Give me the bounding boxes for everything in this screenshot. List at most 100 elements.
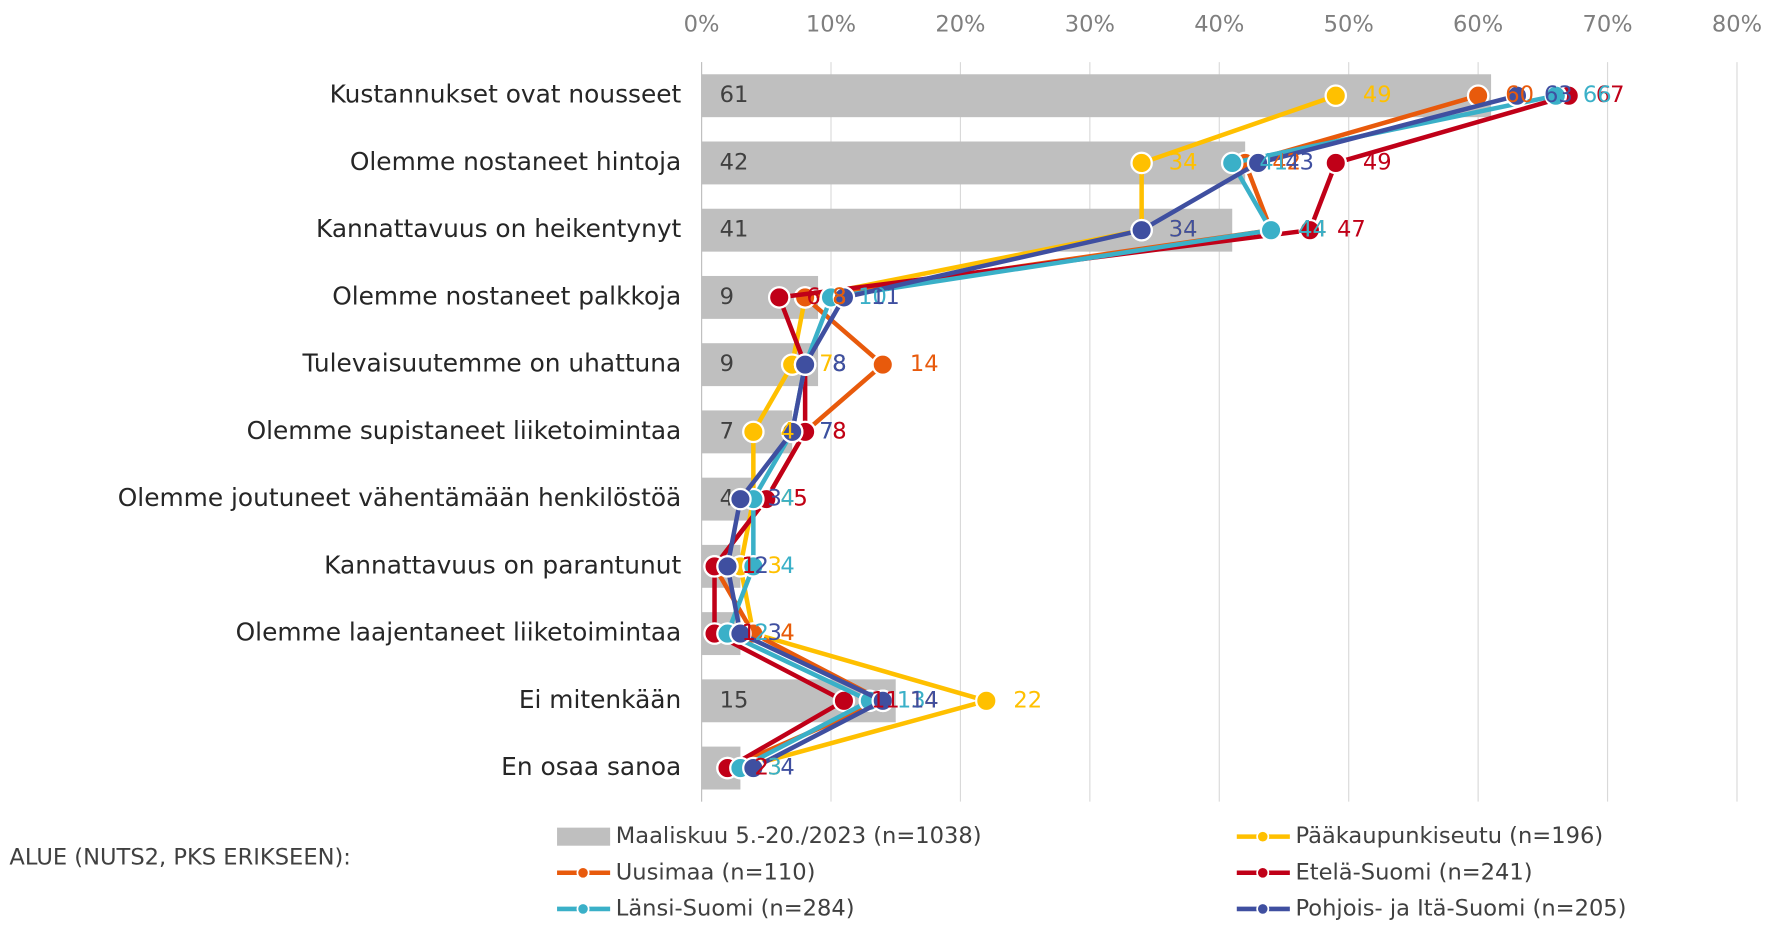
data-label: 41 xyxy=(1259,149,1288,175)
category-label: Olemme nostaneet hintoja xyxy=(350,147,681,176)
bar xyxy=(701,141,1246,185)
data-label: 10 xyxy=(858,284,887,310)
category-label: Olemme supistaneet liiketoimintaa xyxy=(247,416,682,445)
x-tick-label: 0% xyxy=(684,11,720,37)
data-label: 44 xyxy=(1298,217,1327,243)
data-label: 34 xyxy=(1169,217,1198,243)
data-label: 66 xyxy=(1583,82,1612,108)
data-label: 60 xyxy=(1505,82,1534,108)
data-label: 5 xyxy=(793,486,807,512)
data-label: 34 xyxy=(1169,217,1198,243)
legend-label: Länsi-Suomi (n=284) xyxy=(616,895,855,921)
legend-swatch xyxy=(557,827,611,846)
x-tick-label: 30% xyxy=(1065,11,1115,37)
data-label: 14 xyxy=(910,687,939,713)
x-tick-label: 50% xyxy=(1324,11,1374,37)
footer-label: ALUE (NUTS2, PKS ERIKSEEN): xyxy=(9,845,350,871)
marker xyxy=(1246,151,1270,175)
legend-label: Uusimaa (n=110) xyxy=(616,859,816,885)
marker xyxy=(742,555,765,578)
x-tick-label: 70% xyxy=(1582,11,1632,37)
data-label: 47 xyxy=(1337,217,1366,243)
data-label: 8 xyxy=(832,351,846,377)
data-label: 1 xyxy=(742,553,756,579)
data-label: 4 xyxy=(780,620,794,646)
data-label: 2 xyxy=(755,755,769,781)
legend-marker xyxy=(576,866,590,880)
data-label: 2 xyxy=(755,755,769,781)
marker xyxy=(742,756,765,780)
data-label: 49 xyxy=(1363,149,1392,175)
data-label: 34 xyxy=(1169,149,1198,175)
bar-value-label: 41 xyxy=(720,217,749,243)
x-tick-label: 20% xyxy=(935,11,985,37)
bar xyxy=(701,74,1492,118)
data-label: 3 xyxy=(768,620,782,646)
data-label: 3 xyxy=(768,486,782,512)
marker xyxy=(1130,218,1153,242)
data-label: 4 xyxy=(780,486,794,512)
bar-value-label: 15 xyxy=(720,687,749,713)
data-label: 49 xyxy=(1363,82,1392,108)
x-tick-label: 60% xyxy=(1453,11,1503,37)
bar-value-label: 42 xyxy=(720,149,749,175)
marker xyxy=(742,420,765,444)
data-label: 2 xyxy=(755,553,769,579)
data-label: 63 xyxy=(1544,82,1573,108)
data-label: 8 xyxy=(832,284,846,310)
legend-marker xyxy=(1256,866,1270,880)
marker xyxy=(729,487,752,511)
category-label: En osaa sanoa xyxy=(501,752,681,781)
legend-marker xyxy=(576,902,590,916)
marker xyxy=(1259,218,1283,242)
data-label: 8 xyxy=(832,284,846,310)
data-label: 7 xyxy=(819,418,833,444)
marker xyxy=(832,286,856,309)
marker xyxy=(1544,84,1568,108)
data-label: 8 xyxy=(832,351,846,377)
data-label: 7 xyxy=(819,418,833,444)
data-label: 8 xyxy=(832,351,846,377)
category-label: Kannattavuus on parantunut xyxy=(324,550,681,579)
data-label: 14 xyxy=(910,687,939,713)
data-label: 4 xyxy=(780,553,794,579)
data-label: 14 xyxy=(910,351,939,377)
data-label: 7 xyxy=(819,351,833,377)
marker xyxy=(871,353,895,376)
legend-marker xyxy=(1256,902,1270,916)
legend-label: Pääkaupunkiseutu (n=196) xyxy=(1295,823,1603,849)
legend-marker xyxy=(1256,830,1270,844)
data-label: 6 xyxy=(806,284,820,310)
marker xyxy=(729,622,752,645)
bar-value-label: 9 xyxy=(720,351,734,377)
data-label: 5 xyxy=(793,486,807,512)
category-label: Kustannukset ovat nousseet xyxy=(330,80,682,109)
category-label: Olemme joutuneet vähentämään henkilöstöä xyxy=(118,483,682,512)
data-label: 4 xyxy=(780,755,794,781)
legend-label: Etelä-Suomi (n=241) xyxy=(1295,859,1532,885)
marker xyxy=(780,420,804,444)
data-label: 42 xyxy=(1272,149,1301,175)
bar-value-label: 9 xyxy=(720,284,734,310)
data-label: 8 xyxy=(832,418,846,444)
legend-label: Maaliskuu 5.-20./2023 (n=1038) xyxy=(616,823,982,849)
data-label: 11 xyxy=(871,687,900,713)
marker xyxy=(793,353,817,376)
data-label: 4 xyxy=(780,418,794,444)
x-tick-label: 10% xyxy=(806,11,856,37)
data-label: 22 xyxy=(1013,687,1042,713)
data-label: 2 xyxy=(755,620,769,646)
data-label: 44 xyxy=(1298,217,1327,243)
marker xyxy=(871,689,895,713)
data-label: 1 xyxy=(742,553,756,579)
legend-label: Pohjois- ja Itä-Suomi (n=205) xyxy=(1295,895,1626,921)
marker xyxy=(1220,151,1244,175)
data-label: 4 xyxy=(780,620,794,646)
category-label: Tulevaisuutemme on uhattuna xyxy=(302,349,682,378)
category-label: Olemme laajentaneet liiketoimintaa xyxy=(236,618,682,647)
x-tick-label: 40% xyxy=(1194,11,1244,37)
marker xyxy=(767,286,791,309)
data-label: 4 xyxy=(780,486,794,512)
marker xyxy=(1324,151,1348,175)
